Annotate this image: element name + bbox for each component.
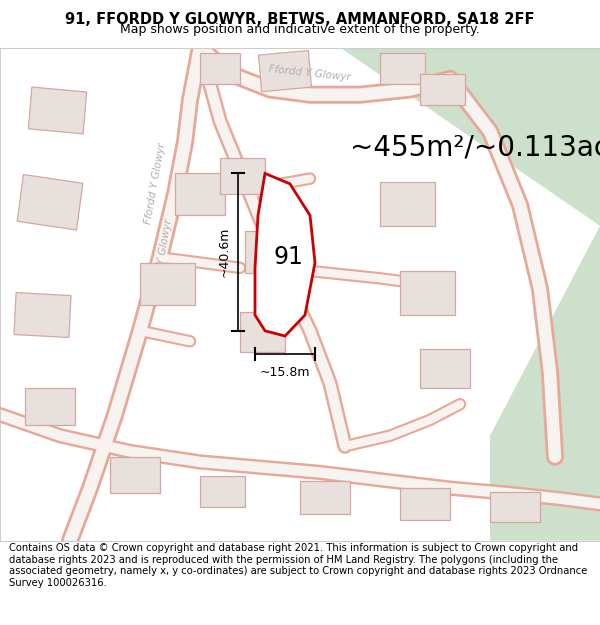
Bar bbox=[220, 158, 265, 194]
Bar bbox=[420, 349, 470, 389]
Bar bbox=[140, 262, 195, 304]
Bar bbox=[380, 182, 435, 226]
Text: Contains OS data © Crown copyright and database right 2021. This information is : Contains OS data © Crown copyright and d… bbox=[9, 543, 587, 588]
Bar bbox=[25, 389, 75, 425]
Bar bbox=[200, 476, 245, 507]
Bar bbox=[259, 51, 311, 92]
Bar bbox=[300, 481, 350, 514]
Text: Ffordd Y Glowyr: Ffordd Y Glowyr bbox=[143, 142, 167, 226]
Bar bbox=[400, 271, 455, 315]
Text: 91: 91 bbox=[273, 246, 303, 269]
Text: ~15.8m: ~15.8m bbox=[260, 366, 310, 379]
Text: ~40.6m: ~40.6m bbox=[218, 227, 230, 278]
Bar bbox=[240, 312, 285, 352]
Bar bbox=[400, 488, 450, 519]
Bar bbox=[17, 174, 83, 230]
Text: Y Glowyr: Y Glowyr bbox=[156, 218, 174, 265]
Bar bbox=[28, 87, 86, 134]
Bar bbox=[14, 292, 71, 338]
Bar bbox=[110, 457, 160, 493]
Polygon shape bbox=[340, 48, 600, 226]
Text: 91, FFORDD Y GLOWYR, BETWS, AMMANFORD, SA18 2FF: 91, FFORDD Y GLOWYR, BETWS, AMMANFORD, S… bbox=[65, 12, 535, 27]
Bar bbox=[380, 52, 425, 84]
Bar bbox=[490, 492, 540, 522]
Polygon shape bbox=[255, 173, 315, 336]
Text: Ffordd Y Glowyr: Ffordd Y Glowyr bbox=[268, 64, 352, 83]
Bar bbox=[420, 74, 465, 105]
Bar bbox=[245, 231, 295, 273]
Bar bbox=[175, 173, 225, 216]
Text: ~455m²/~0.113ac.: ~455m²/~0.113ac. bbox=[350, 133, 600, 161]
Polygon shape bbox=[490, 226, 600, 541]
Text: Map shows position and indicative extent of the property.: Map shows position and indicative extent… bbox=[120, 22, 480, 36]
Bar bbox=[200, 52, 240, 84]
